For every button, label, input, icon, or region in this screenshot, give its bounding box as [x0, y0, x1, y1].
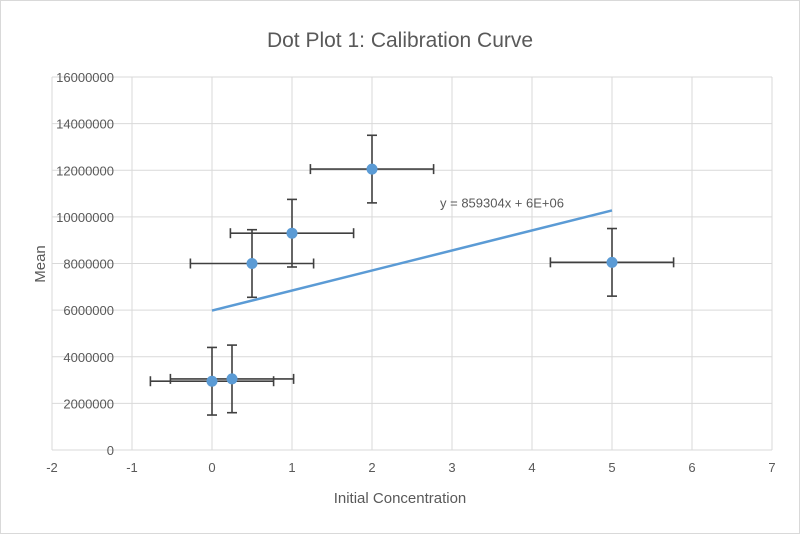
data-points: [206, 163, 618, 387]
y-tick-label: 10000000: [56, 210, 114, 225]
data-point: [246, 258, 258, 269]
x-tick-label: 3: [448, 460, 455, 475]
y-tick-label: 2000000: [63, 396, 114, 411]
x-axis-label: Initial Concentration: [334, 490, 467, 507]
y-axis-label: Mean: [32, 245, 49, 283]
gridlines: [51, 76, 773, 451]
x-tick-label: 5: [608, 460, 615, 475]
x-tick-label: 7: [768, 460, 775, 475]
y-tick-label: 8000000: [63, 257, 114, 272]
x-axis-tick-labels: -2 -1 0 1 2 3 4 5 6 7: [46, 460, 775, 475]
y-tick-label: 12000000: [56, 163, 114, 178]
x-tick-label: 2: [368, 460, 375, 475]
x-tick-label: 1: [288, 460, 295, 475]
trendline-equation: y = 859304x + 6E+06: [440, 195, 564, 210]
x-tick-label: -2: [46, 460, 58, 475]
data-point: [606, 256, 618, 268]
y-tick-label: 16000000: [56, 70, 114, 85]
x-tick-label: 6: [688, 460, 695, 475]
x-tick-label: -1: [126, 460, 138, 475]
x-tick-label: 4: [528, 460, 535, 475]
y-tick-label: 0: [107, 443, 114, 458]
data-point: [206, 375, 218, 387]
x-tick-label: 0: [208, 460, 215, 475]
data-point: [366, 163, 378, 175]
y-tick-label: 14000000: [56, 117, 114, 132]
y-tick-label: 6000000: [63, 303, 114, 318]
data-point: [226, 373, 238, 385]
data-point: [286, 227, 298, 239]
trendline-group: [211, 209, 613, 312]
y-tick-label: 4000000: [63, 350, 114, 365]
error-bars: [149, 134, 675, 416]
y-axis-tick-labels: 0 2000000 4000000 6000000 8000000 10000000 120…: [56, 70, 114, 458]
trendline: [211, 209, 613, 312]
chart-title: Dot Plot 1: Calibration Curve: [267, 29, 533, 52]
